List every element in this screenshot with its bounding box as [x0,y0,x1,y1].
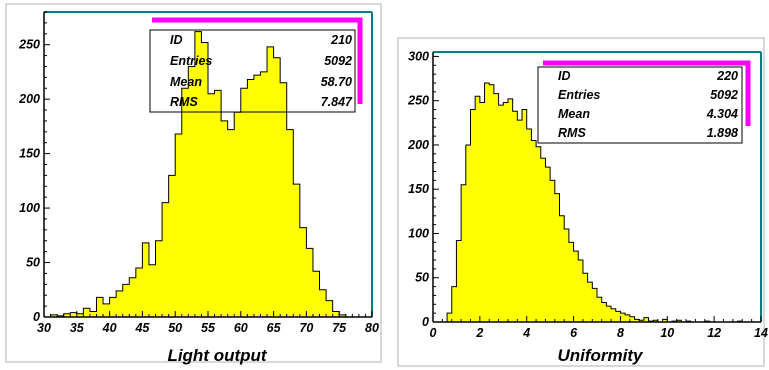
stats-value-id: 220 [716,69,738,83]
x-tick-label: 65 [267,321,282,335]
y-tick-label: 100 [19,201,40,215]
stats-label-id: ID [558,69,571,83]
y-tick-label: 0 [33,310,40,324]
stats-label-rms: RMS [170,95,198,109]
y-tick-label: 150 [408,182,429,196]
x-tick-label: 40 [102,321,117,335]
x-tick-label: 75 [332,321,347,335]
stats-label-mean: Mean [558,107,590,121]
y-tick-label: 200 [18,92,40,106]
stats-value-rms: 1.898 [707,126,738,140]
stats-value-entries: 5092 [324,54,352,68]
stats-value-rms: 7.847 [321,95,353,109]
x-axis-title: Light output [167,346,267,365]
histogram-panel-2: 0 2 4 6 8 10 12 14 0 50 100 150 200 250 300 Uniformity I… [397,37,768,367]
x-tick-label: 0 [430,326,437,340]
stats-value-entries: 5092 [710,88,738,102]
x-tick-label: 30 [37,321,51,335]
x-tick-label: 12 [707,326,721,340]
x-tick-label: 4 [522,326,530,340]
stats-label-entries: Entries [170,54,212,68]
stats-label-entries: Entries [558,88,600,102]
stats-value-id: 210 [330,33,352,47]
stats-value-mean: 58.70 [321,75,352,89]
y-tick-label: 250 [18,38,40,52]
stats-box-shadow [543,60,751,126]
stats-value-mean: 4.304 [706,107,738,121]
stats-label-mean: Mean [170,75,202,89]
stats-label-rms: RMS [558,126,586,140]
y-tick-label: 50 [415,271,429,285]
x-tick-label: 6 [570,326,578,340]
x-axis-title: Uniformity [558,346,645,365]
y-tick-label: 200 [407,138,429,152]
y-tick-label: 50 [26,256,40,270]
x-tick-label: 70 [299,321,313,335]
x-tick-label: 55 [201,321,216,335]
stats-box [537,66,743,144]
histogram-bars [50,31,353,318]
stats-label-id: ID [170,33,183,47]
x-tick-label: 50 [168,321,182,335]
x-tick-label: 45 [134,321,150,335]
stats-box-shadow [152,17,363,104]
x-tick-label: 14 [754,326,768,340]
y-tick-label: 300 [408,49,429,63]
histogram-panel-1: 30 35 40 45 50 55 60 65 70 75 80 0 50 100 150 200 250 Lig… [5,3,382,365]
x-tick-label: 80 [365,321,379,335]
y-tick-label: 250 [407,94,429,108]
x-tick-label: 2 [475,326,483,340]
y-tick-label: 0 [422,315,429,329]
x-tick-label: 8 [617,326,624,340]
stats-box [149,29,356,113]
x-tick-label: 35 [70,321,85,335]
y-tick-label: 100 [408,226,429,240]
y-tick-label: 150 [19,147,40,161]
x-tick-label: 60 [234,321,248,335]
x-tick-label: 10 [660,326,674,340]
